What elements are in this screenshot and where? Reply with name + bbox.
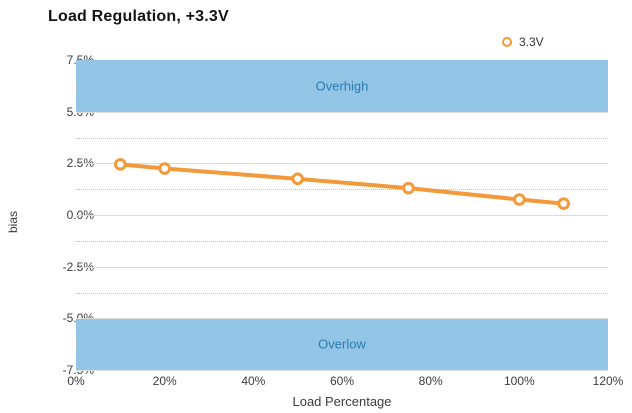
data-point[interactable] [513,193,526,206]
legend-item-3v3[interactable]: 3.3V [502,35,544,49]
x-tick-label: 60% [329,374,355,388]
x-axis-title: Load Percentage [292,394,392,409]
band-label-overhigh: Overhigh [307,78,377,94]
y-axis-title: bias [6,210,21,234]
gridline-major [76,111,608,113]
x-tick-label: 40% [241,374,266,388]
gridline-major [76,215,608,216]
legend-label: 3.3V [519,35,544,49]
chart-title: Load Regulation, +3.3V [48,8,229,25]
data-point[interactable] [557,197,570,210]
plot-area: Overhigh Overlow [76,60,608,371]
data-point[interactable] [158,162,171,175]
gridline-minor [76,240,608,242]
x-tick-label: 20% [152,374,177,388]
data-point[interactable] [114,158,127,171]
gridline-minor [76,292,608,294]
gridline-major [76,318,608,320]
x-tick-label: 120% [592,374,624,388]
series-line-3.3V [118,162,566,206]
data-point[interactable] [402,181,415,195]
x-tick-label: 0% [67,374,85,388]
gridline-major [76,266,608,268]
gridline-minor [76,137,608,139]
gridline-minor [76,189,608,191]
x-tick-label: 100% [503,374,535,388]
x-tick-label: 80% [418,374,443,388]
gridline-major [76,163,608,165]
gridline-major [76,370,608,371]
data-point[interactable] [291,172,304,186]
series-ring-icon [502,37,512,47]
band-label-overlow: Overlow [310,336,374,352]
series-layer [114,158,570,210]
